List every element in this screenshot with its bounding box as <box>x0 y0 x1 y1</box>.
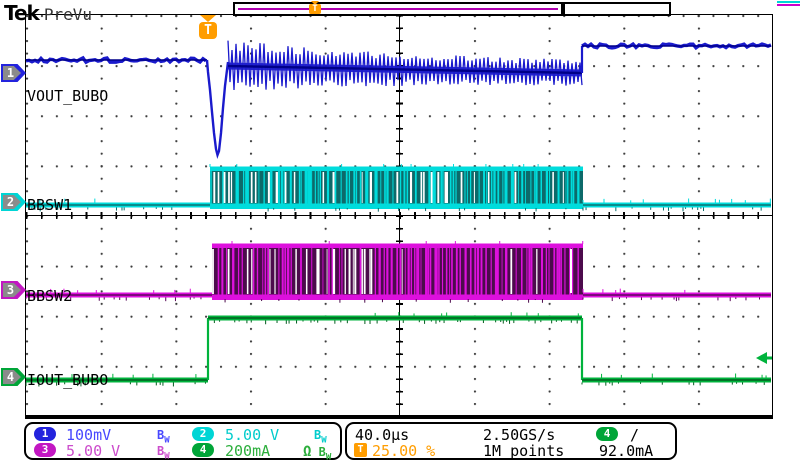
corner-fragment <box>777 1 800 6</box>
marker-arrow-fill <box>3 283 21 297</box>
channel-1-scale: 100mV <box>66 426 112 444</box>
graticule <box>25 14 773 419</box>
channel-4-marker-number: 4 <box>6 370 15 384</box>
trigger-t-icon: T <box>354 443 367 457</box>
channel-4-badge: 4 <box>192 443 214 457</box>
channel-1-badge: 1 <box>34 427 56 441</box>
channel-2-badge: 2 <box>192 427 214 441</box>
channel-2-marker: 2 <box>1 193 26 211</box>
channel-1-marker: 1 <box>1 64 26 82</box>
timebase-scale: 40.0µs <box>355 426 410 444</box>
channel-4-label: IOUT_BUBO <box>27 371 109 389</box>
channel-2-bandwidth-badge: BW <box>314 428 327 446</box>
trigger-position-caret-icon <box>311 1 319 5</box>
sample-rate: 2.50GS/s <box>483 426 556 444</box>
trigger-arrow-icon <box>200 15 216 22</box>
trigger-level: 92.0mA <box>599 442 654 460</box>
trigger-t-icon: T <box>309 4 321 14</box>
channel-3-bandwidth-badge: BW <box>157 444 170 462</box>
record-length: 1M points <box>483 442 565 460</box>
center-horizontal-axis <box>26 212 772 219</box>
channel-4-scale: 200mA <box>225 442 271 460</box>
timebase-trigger-readout-box: 40.0µs 2.50GS/s 4 / T 25.00 % 1M points … <box>345 422 677 460</box>
readout-placeholder-box <box>563 2 671 16</box>
marker-arrow-fill <box>3 195 21 209</box>
trigger-slope-icon: / <box>630 426 640 444</box>
channel-2-label: BBSW1 <box>27 196 73 214</box>
marker-arrow-fill <box>3 66 21 80</box>
corner-cyan-line <box>777 1 800 3</box>
trigger-source-badge: 4 <box>596 427 618 441</box>
channel-1-bandwidth-badge: BW <box>157 428 170 446</box>
marker-arrow-fill <box>3 370 21 384</box>
channel-4-impedance-bandwidth-badge: Ω BW <box>303 444 332 462</box>
channel-scale-readout-box: 1 100mV BW 2 5.00 V BW 3 5.00 V BW 4 200… <box>24 422 342 462</box>
channel-1-label: VOUT_BUBO <box>27 87 109 105</box>
trigger-t-badge: T <box>199 22 217 39</box>
channel-3-scale: 5.00 V <box>66 442 121 460</box>
channel-3-marker-number: 3 <box>6 283 15 297</box>
channel-3-badge: 3 <box>34 443 56 457</box>
corner-magenta-line <box>777 3 800 6</box>
channel-3-label: BBSW2 <box>27 287 73 305</box>
tek-logo: Tek PreVu <box>4 1 92 25</box>
acquisition-mode-label: PreVu <box>43 5 93 24</box>
channel-2-marker-number: 2 <box>6 195 15 209</box>
record-view-line <box>238 8 558 10</box>
channel-4-marker: 4 <box>1 368 26 386</box>
channel-2-scale: 5.00 V <box>225 426 280 444</box>
tek-logo-text: Tek <box>4 1 40 25</box>
trigger-position-percent: 25.00 % <box>372 442 436 460</box>
channel-1-marker-number: 1 <box>6 66 15 80</box>
acquisition-preview-bar: T <box>233 1 563 16</box>
channel-3-marker: 3 <box>1 281 26 299</box>
